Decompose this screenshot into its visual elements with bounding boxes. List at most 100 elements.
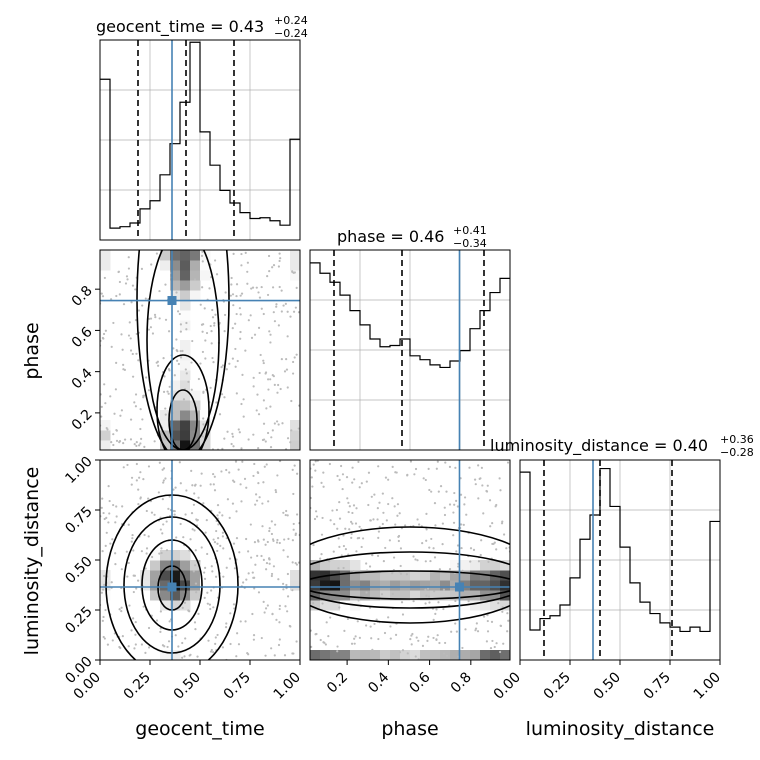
sample-point xyxy=(293,464,296,467)
sample-point xyxy=(261,525,264,528)
density-cell xyxy=(100,440,111,450)
sample-point xyxy=(505,547,508,550)
sample-point xyxy=(278,607,281,611)
sample-point xyxy=(391,592,394,595)
sample-point xyxy=(245,578,248,581)
density-cell xyxy=(380,650,391,660)
density-cell xyxy=(180,380,191,391)
sample-point xyxy=(216,504,220,507)
sample-point xyxy=(123,438,127,441)
density-cell xyxy=(160,270,171,281)
sample-point xyxy=(295,640,298,643)
sample-point xyxy=(414,558,417,561)
sample-point xyxy=(276,474,279,477)
sample-point xyxy=(426,587,430,590)
ylabel-luminosity-distance: luminosity_distance xyxy=(21,467,43,656)
sample-point xyxy=(215,273,219,276)
sample-point xyxy=(232,603,236,606)
sample-point xyxy=(120,333,123,336)
sample-point xyxy=(486,619,489,623)
sample-point xyxy=(287,537,290,540)
sample-point xyxy=(211,570,214,573)
sample-point xyxy=(261,502,264,505)
density-cell xyxy=(360,580,371,591)
sample-point xyxy=(356,620,359,623)
sample-point xyxy=(167,392,170,395)
sample-point xyxy=(145,552,148,555)
sample-point xyxy=(225,468,228,472)
sample-point xyxy=(482,615,486,618)
sample-point xyxy=(337,567,340,570)
sample-point xyxy=(341,473,345,476)
sample-point xyxy=(406,474,409,477)
sample-point xyxy=(322,485,325,488)
density-cell xyxy=(410,650,421,660)
density-cell xyxy=(140,570,151,581)
density-cell xyxy=(200,580,211,591)
density-cell xyxy=(180,290,191,301)
sample-point xyxy=(120,409,123,412)
density-cell xyxy=(180,250,191,261)
sample-point xyxy=(115,515,118,518)
density-cell xyxy=(410,590,421,601)
sample-point xyxy=(235,537,239,540)
sample-point xyxy=(257,446,260,450)
density-cell xyxy=(190,590,201,601)
sample-point xyxy=(291,468,294,471)
ytick-label: 0.25 xyxy=(62,604,95,637)
sample-point xyxy=(201,250,204,253)
density-cell xyxy=(350,580,361,591)
sample-point xyxy=(144,567,147,570)
density-cell xyxy=(170,270,181,281)
sample-point xyxy=(432,547,435,550)
density-cell xyxy=(100,250,111,261)
sample-point xyxy=(247,319,250,322)
sample-point xyxy=(112,503,115,507)
sample-point xyxy=(257,591,261,594)
sample-point xyxy=(204,339,207,342)
sample-point xyxy=(276,538,279,542)
density-cell xyxy=(100,430,111,441)
sample-point xyxy=(479,477,482,480)
sample-point xyxy=(265,568,268,571)
sample-point xyxy=(246,261,249,264)
sample-point xyxy=(428,488,431,492)
density-cell xyxy=(290,420,300,431)
sample-point xyxy=(110,581,113,584)
sample-point xyxy=(327,635,330,638)
sample-point xyxy=(285,509,288,513)
sample-point xyxy=(485,640,488,643)
sample-point xyxy=(463,503,466,506)
density-cell xyxy=(160,650,171,660)
sample-point xyxy=(137,309,141,312)
sample-point xyxy=(336,527,339,530)
sample-point xyxy=(155,619,159,622)
sample-point xyxy=(147,465,151,468)
sample-point xyxy=(424,560,427,563)
sample-point xyxy=(373,622,376,626)
density-cell xyxy=(340,570,351,581)
sample-point xyxy=(459,493,463,496)
sample-point xyxy=(412,555,415,558)
density-cell xyxy=(100,590,111,601)
sample-point xyxy=(179,323,183,326)
density-cell xyxy=(360,590,371,601)
sample-point xyxy=(118,608,121,611)
sample-point xyxy=(434,524,437,527)
sample-point xyxy=(266,604,269,607)
sample-point xyxy=(393,505,396,508)
density-cell xyxy=(160,420,171,431)
sample-point xyxy=(338,478,341,481)
sample-point xyxy=(409,460,413,463)
sample-point xyxy=(157,491,160,494)
sample-point xyxy=(122,303,126,306)
sample-point xyxy=(295,286,298,289)
sample-point xyxy=(370,495,373,498)
sample-point xyxy=(193,484,197,487)
sample-point xyxy=(424,478,427,482)
sample-point xyxy=(190,512,194,515)
density-cell xyxy=(470,650,481,660)
xtick-label: 0.50 xyxy=(591,669,624,702)
sample-point xyxy=(292,522,295,526)
sample-point xyxy=(365,569,369,572)
